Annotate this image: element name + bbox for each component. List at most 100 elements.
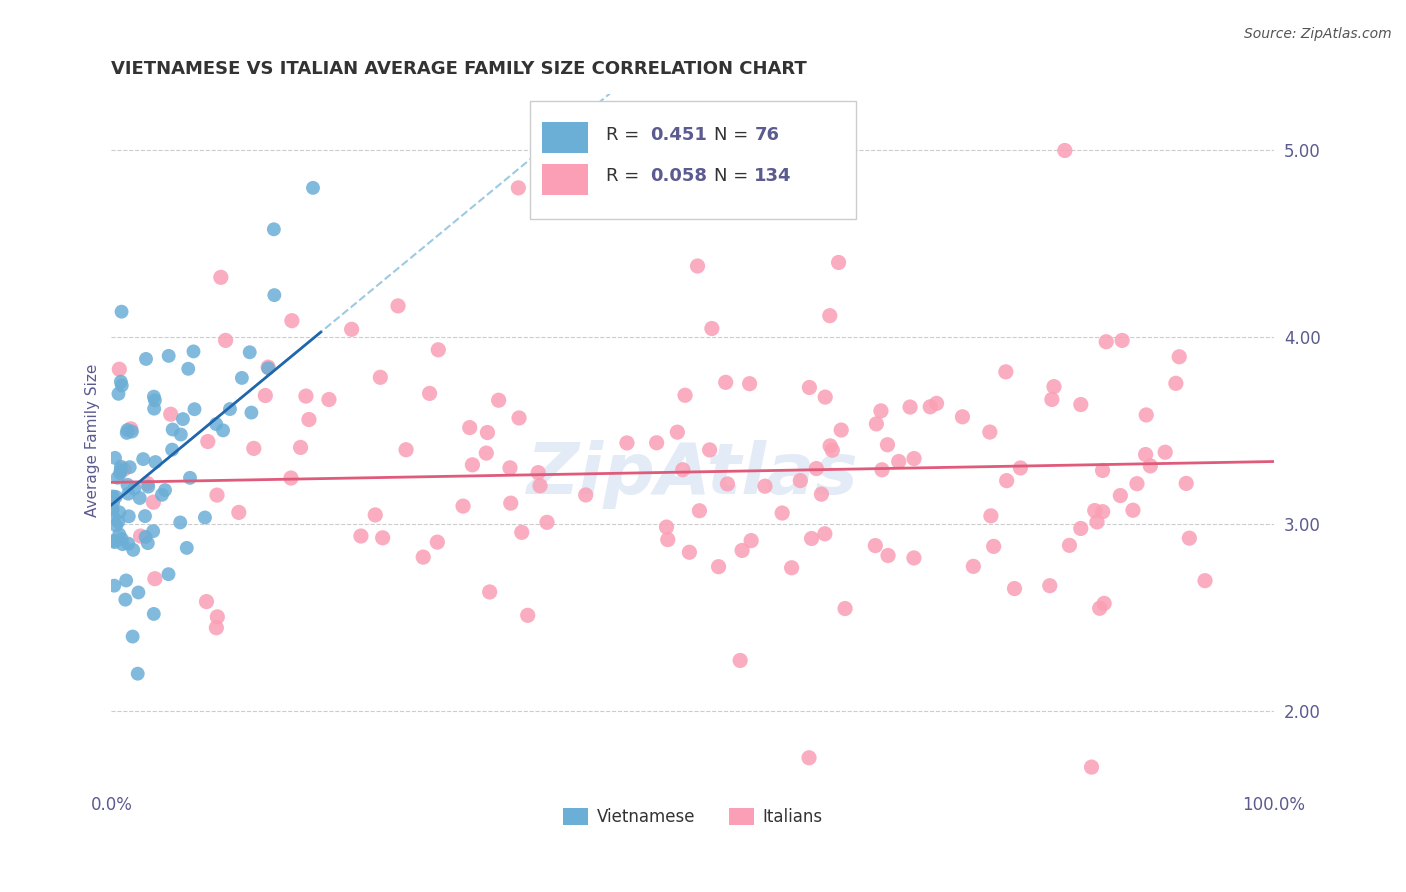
Italians: [678, 545, 700, 559]
Italians: [228, 505, 250, 519]
Vietnamese: [176, 541, 198, 555]
Italians: [700, 321, 723, 335]
Italians: [903, 550, 925, 565]
Italians: [655, 520, 678, 534]
Italians: [129, 529, 152, 543]
Italians: [666, 425, 689, 439]
Italians: [1135, 448, 1157, 462]
Italians: [142, 495, 165, 509]
Vietnamese: [115, 425, 138, 440]
Italians: [1135, 408, 1157, 422]
Italians: [865, 417, 887, 431]
Italians: [1154, 445, 1177, 459]
Italians: [205, 621, 228, 635]
Italians: [920, 400, 942, 414]
FancyBboxPatch shape: [530, 102, 855, 219]
Vietnamese: [183, 402, 205, 417]
Italians: [508, 181, 530, 195]
Italians: [1085, 515, 1108, 529]
Vietnamese: [110, 304, 132, 318]
Italians: [205, 488, 228, 502]
Vietnamese: [124, 482, 146, 496]
Vietnamese: [107, 515, 129, 529]
Italians: [877, 549, 900, 563]
Text: 0.451: 0.451: [650, 126, 707, 144]
Legend: Vietnamese, Italians: Vietnamese, Italians: [557, 801, 828, 833]
Italians: [1059, 538, 1081, 552]
Vietnamese: [118, 460, 141, 475]
Italians: [818, 439, 841, 453]
Italians: [426, 535, 449, 549]
Italians: [714, 376, 737, 390]
Vietnamese: [111, 537, 134, 551]
Vietnamese: [183, 344, 205, 359]
Vietnamese: [135, 351, 157, 366]
Text: Source: ZipAtlas.com: Source: ZipAtlas.com: [1244, 27, 1392, 41]
Italians: [1039, 579, 1062, 593]
Italians: [536, 516, 558, 530]
Italians: [1168, 350, 1191, 364]
Italians: [257, 360, 280, 375]
Vietnamese: [143, 401, 166, 416]
Italians: [575, 488, 598, 502]
Vietnamese: [104, 490, 127, 504]
Vietnamese: [110, 375, 132, 389]
Italians: [740, 533, 762, 548]
Italians: [925, 396, 948, 410]
Vietnamese: [117, 486, 139, 500]
Italians: [419, 386, 441, 401]
Italians: [364, 508, 387, 522]
Italians: [461, 458, 484, 472]
Italians: [699, 442, 721, 457]
Vietnamese: [103, 533, 125, 548]
Italians: [209, 270, 232, 285]
Vietnamese: [145, 455, 167, 469]
Vietnamese: [118, 509, 141, 524]
Italians: [806, 461, 828, 475]
Italians: [499, 496, 522, 510]
Vietnamese: [143, 393, 166, 408]
Italians: [1194, 574, 1216, 588]
Vietnamese: [108, 505, 131, 519]
Text: 134: 134: [755, 167, 792, 185]
Text: N =: N =: [714, 126, 754, 144]
Text: VIETNAMESE VS ITALIAN AVERAGE FAMILY SIZE CORRELATION CHART: VIETNAMESE VS ITALIAN AVERAGE FAMILY SIZ…: [111, 60, 807, 78]
Italians: [254, 388, 277, 402]
Italians: [800, 532, 823, 546]
Italians: [478, 585, 501, 599]
Vietnamese: [212, 423, 235, 437]
Italians: [529, 479, 551, 493]
Vietnamese: [117, 477, 139, 491]
Vietnamese: [122, 542, 145, 557]
Italians: [1111, 334, 1133, 348]
Italians: [1126, 476, 1149, 491]
Vietnamese: [219, 402, 242, 417]
Italians: [1010, 461, 1032, 475]
Vietnamese: [162, 423, 184, 437]
Italians: [298, 412, 321, 426]
Vietnamese: [157, 567, 180, 582]
Vietnamese: [257, 361, 280, 376]
Italians: [1109, 489, 1132, 503]
Vietnamese: [263, 288, 285, 302]
Italians: [510, 525, 533, 540]
Italians: [290, 441, 312, 455]
Vietnamese: [103, 510, 125, 524]
Italians: [136, 476, 159, 491]
Italians: [1040, 392, 1063, 407]
Vietnamese: [101, 490, 124, 504]
Italians: [821, 443, 844, 458]
Italians: [797, 751, 820, 765]
Italians: [475, 446, 498, 460]
Italians: [1164, 376, 1187, 391]
Vietnamese: [205, 417, 228, 431]
Italians: [395, 442, 418, 457]
Italians: [770, 506, 793, 520]
Italians: [295, 389, 318, 403]
Vietnamese: [160, 442, 183, 457]
Italians: [716, 477, 738, 491]
Vietnamese: [231, 371, 253, 385]
Vietnamese: [105, 518, 128, 533]
Italians: [870, 463, 893, 477]
Italians: [870, 404, 893, 418]
